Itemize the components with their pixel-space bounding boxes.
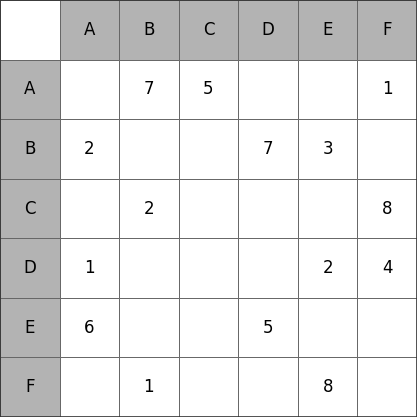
Bar <box>298 238 357 298</box>
Bar <box>0 119 60 179</box>
Text: A: A <box>24 80 35 98</box>
Bar <box>0 238 60 298</box>
Text: C: C <box>203 21 214 39</box>
Bar <box>298 298 357 357</box>
Text: A: A <box>84 21 95 39</box>
Bar <box>119 60 179 119</box>
Text: 4: 4 <box>382 259 392 277</box>
Text: 3: 3 <box>322 140 333 158</box>
Bar <box>357 298 417 357</box>
Bar <box>179 60 238 119</box>
Bar <box>238 298 298 357</box>
Bar <box>60 238 119 298</box>
Bar <box>60 119 119 179</box>
Bar <box>357 119 417 179</box>
Text: D: D <box>261 21 274 39</box>
Text: 1: 1 <box>382 80 392 98</box>
Text: F: F <box>25 378 35 396</box>
Bar <box>238 357 298 417</box>
Text: 8: 8 <box>382 199 392 218</box>
Bar <box>357 179 417 238</box>
Bar <box>238 60 298 119</box>
Text: D: D <box>23 259 36 277</box>
Text: F: F <box>382 21 392 39</box>
Text: 6: 6 <box>84 319 95 337</box>
Bar <box>119 357 179 417</box>
Bar <box>357 238 417 298</box>
Bar <box>238 179 298 238</box>
Bar <box>179 119 238 179</box>
Bar <box>119 238 179 298</box>
Bar <box>0 0 60 60</box>
Bar <box>298 357 357 417</box>
Bar <box>119 119 179 179</box>
Bar <box>179 298 238 357</box>
Bar <box>0 179 60 238</box>
Bar <box>238 0 298 60</box>
Bar <box>119 0 179 60</box>
Text: B: B <box>24 140 35 158</box>
Bar <box>60 0 119 60</box>
Bar <box>179 179 238 238</box>
Bar <box>357 357 417 417</box>
Bar <box>60 60 119 119</box>
Text: E: E <box>322 21 333 39</box>
Bar <box>357 0 417 60</box>
Text: 5: 5 <box>203 80 214 98</box>
Text: 1: 1 <box>143 378 154 396</box>
Bar <box>0 298 60 357</box>
Bar <box>298 179 357 238</box>
Bar <box>298 119 357 179</box>
Bar <box>60 179 119 238</box>
Bar <box>298 60 357 119</box>
Text: 5: 5 <box>263 319 273 337</box>
Text: E: E <box>25 319 35 337</box>
Bar <box>179 238 238 298</box>
Text: B: B <box>143 21 155 39</box>
Bar <box>179 0 238 60</box>
Text: 2: 2 <box>143 199 154 218</box>
Bar <box>0 60 60 119</box>
Text: C: C <box>24 199 35 218</box>
Bar <box>119 298 179 357</box>
Bar <box>357 60 417 119</box>
Bar <box>60 298 119 357</box>
Text: 7: 7 <box>144 80 154 98</box>
Bar <box>0 357 60 417</box>
Text: 2: 2 <box>84 140 95 158</box>
Bar <box>119 179 179 238</box>
Text: 8: 8 <box>322 378 333 396</box>
Bar <box>238 119 298 179</box>
Text: 2: 2 <box>322 259 333 277</box>
Bar <box>60 357 119 417</box>
Bar <box>298 0 357 60</box>
Bar <box>238 238 298 298</box>
Bar <box>179 357 238 417</box>
Text: 7: 7 <box>263 140 273 158</box>
Text: 1: 1 <box>84 259 95 277</box>
